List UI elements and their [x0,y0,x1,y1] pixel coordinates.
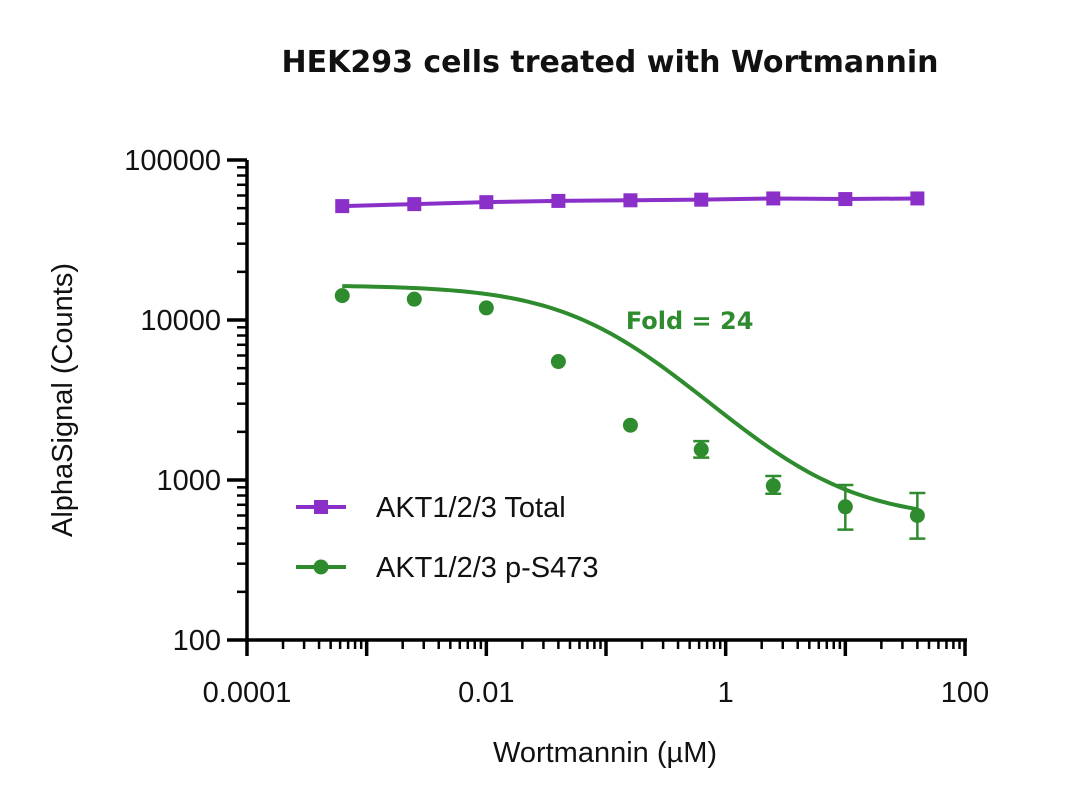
data-point [622,417,638,433]
data-point [837,499,853,515]
legend-item: AKT1/2/3 p-S473 [296,552,598,584]
y-axis-label: AlphaSignal (Counts) [47,263,79,537]
legend-marker [314,500,328,514]
data-point [407,197,422,212]
data-point [478,300,494,316]
data-point [550,354,566,370]
x-tick-label: 100 [941,677,989,709]
legend-item: AKT1/2/3 Total [296,492,566,524]
chart-title: HEK293 cells treated with Wortmannin [281,45,938,80]
legend: AKT1/2/3 Total AKT1/2/3 p-S473 [296,492,598,584]
x-axis-label: Wortmannin (µM) [493,737,717,769]
y-tick-label: 10000 [140,305,221,337]
data-point [479,195,494,210]
y-tick-label: 100000 [124,145,221,177]
plot-area: Fold = 24 [334,191,926,540]
fold-annotation: Fold = 24 [626,307,754,335]
y-tick-label: 100 [173,625,221,657]
data-point [838,192,853,207]
data-point [693,442,709,458]
fit-curve [342,284,918,512]
data-point [406,291,422,307]
data-point [909,507,925,523]
data-point [335,199,350,214]
legend-label: AKT1/2/3 p-S473 [376,552,598,584]
series-phospho [334,284,926,540]
data-point [334,288,350,304]
data-point [765,478,781,494]
legend-marker [313,559,329,575]
data-point [623,193,638,208]
x-tick-label: 0.0001 [203,677,292,709]
x-tick-label: 1 [718,677,734,709]
data-point [694,192,709,207]
axes: 0.0001 0.01 1 100 100 1000 10000 100000 [124,145,989,709]
data-point [910,191,925,206]
y-tick-label: 1000 [156,465,221,497]
x-tick-label: 0.01 [458,677,514,709]
series-total [335,191,925,214]
data-point [766,191,781,206]
data-point [551,193,566,208]
legend-label: AKT1/2/3 Total [376,492,566,524]
